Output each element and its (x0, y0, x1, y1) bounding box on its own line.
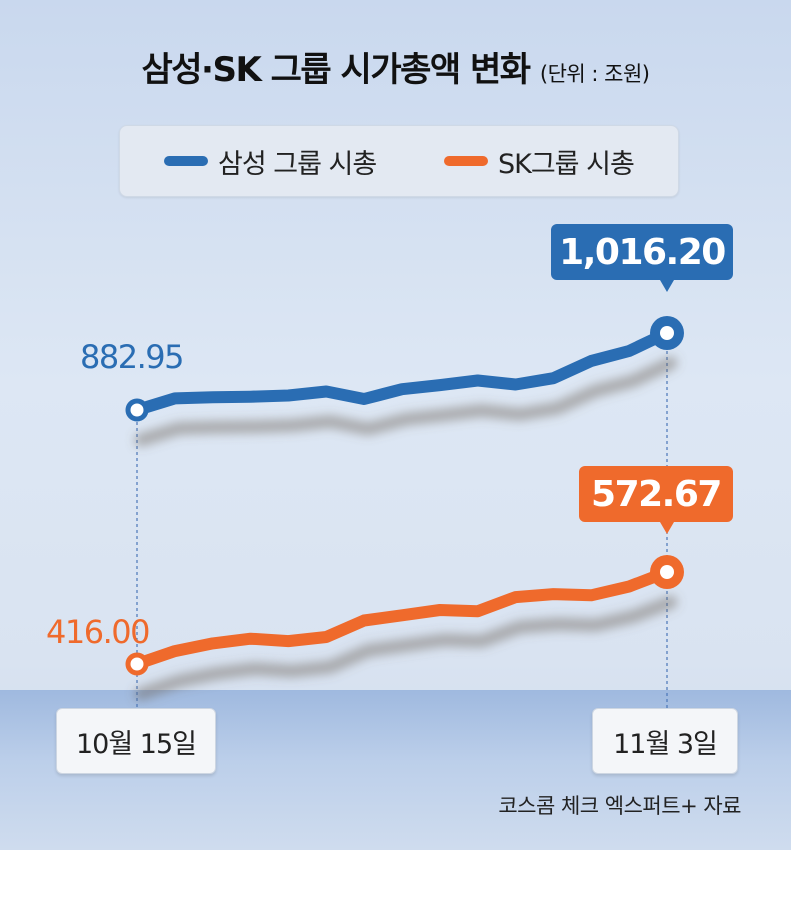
series-shadow-samsung (134, 356, 678, 447)
series-line-samsung (131, 327, 673, 416)
data-point-sk (212, 642, 214, 644)
end-point-core-sk (660, 565, 674, 579)
data-point-sk (250, 638, 252, 640)
data-point-samsung (287, 395, 289, 397)
data-point-samsung (363, 398, 365, 400)
legend-swatch-sk (444, 156, 488, 166)
legend-swatch-samsung (164, 156, 208, 166)
data-point-samsung (401, 388, 403, 390)
legend-label-sk: SK그룹 시총 (498, 148, 635, 180)
data-point-sk (287, 640, 289, 642)
callout-pointer-sk (660, 522, 674, 534)
legend: 삼성 그룹 시총 SK그룹 시총 (119, 125, 679, 197)
data-point-sk (401, 614, 403, 616)
callout-pointer-samsung (660, 280, 674, 292)
data-point-samsung (439, 384, 441, 386)
data-point-samsung (552, 377, 554, 379)
data-point-sk (363, 620, 365, 622)
end-value-label-samsung: 1,016.20 (559, 232, 725, 273)
date-label-end: 11월 3일 (592, 708, 738, 774)
data-point-samsung (477, 380, 479, 382)
data-point-samsung (515, 384, 517, 386)
end-value-label-sk: 572.67 (591, 474, 721, 515)
start-value-label-sk: 416.00 (46, 613, 149, 651)
unit-label: (단위 : 조원) (539, 62, 650, 86)
chart-title: 삼성·SK 그룹 시가총액 변화 (단위 : 조원) (0, 42, 791, 91)
start-point-samsung (125, 398, 149, 422)
data-point-samsung (628, 350, 630, 352)
data-point-sk (628, 585, 630, 587)
callout-box-sk (579, 466, 733, 522)
data-point-sk (325, 636, 327, 638)
line-chart: 882.95 1,016.20 416.00 572.67 (46, 224, 733, 708)
title-text: 삼성·SK 그룹 시가총액 변화 (141, 50, 532, 90)
data-point-samsung (325, 390, 327, 392)
data-point-samsung (174, 397, 176, 399)
series-line-sk (131, 566, 673, 670)
start-value-label-samsung: 882.95 (80, 338, 183, 376)
data-point-samsung (212, 396, 214, 398)
end-point-core-samsung (660, 326, 674, 340)
date-label-start: 10월 15일 (56, 708, 216, 774)
callout-box-samsung (551, 224, 733, 280)
legend-item-samsung: 삼성 그룹 시총 (164, 126, 377, 196)
source-note: 코스콤 체크 엑스퍼트+ 자료 (498, 794, 741, 818)
start-point-sk (125, 652, 149, 676)
data-point-sk (477, 610, 479, 612)
legend-item-sk: SK그룹 시총 (444, 126, 635, 196)
data-point-samsung (250, 396, 252, 398)
data-point-sk (552, 593, 554, 595)
data-point-sk (590, 594, 592, 596)
data-point-sk (174, 650, 176, 652)
series-shadow-sk (134, 595, 678, 701)
data-point-samsung (590, 360, 592, 362)
data-point-sk (515, 596, 517, 598)
data-point-sk (439, 609, 441, 611)
legend-label-samsung: 삼성 그룹 시총 (218, 148, 377, 180)
